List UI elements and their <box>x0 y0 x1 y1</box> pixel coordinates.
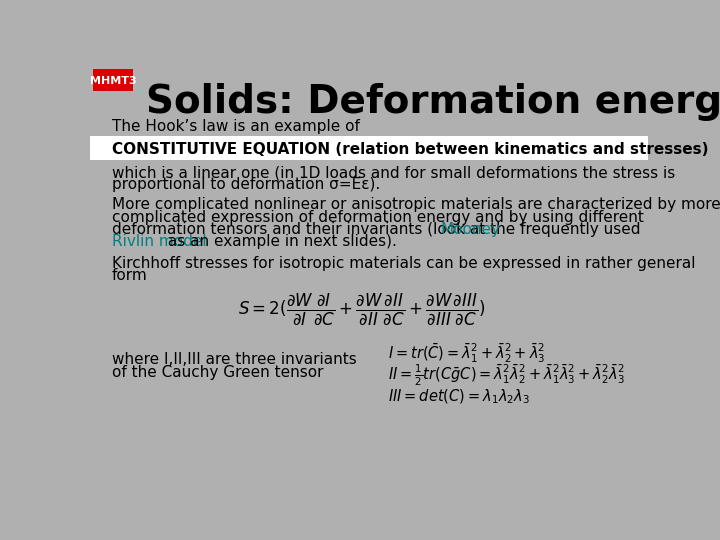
Text: $S = 2(\dfrac{\partial W}{\partial I}\dfrac{\partial I}{\partial C}+\dfrac{\part: $S = 2(\dfrac{\partial W}{\partial I}\df… <box>238 292 485 327</box>
Text: form: form <box>112 268 148 284</box>
Text: MHMT3: MHMT3 <box>90 76 137 86</box>
Text: CONSTITUTIVE EQUATION (relation between kinematics and stresses): CONSTITUTIVE EQUATION (relation between … <box>112 142 708 157</box>
Text: Solids: Deformation energy: Solids: Deformation energy <box>145 83 720 121</box>
Text: proportional to deformation σ=Eε).: proportional to deformation σ=Eε). <box>112 178 380 192</box>
Text: The Hook’s law is an example of: The Hook’s law is an example of <box>112 119 359 134</box>
Text: Mooney: Mooney <box>441 222 500 237</box>
Text: $III = det(C) = \lambda_1\lambda_2\lambda_3$: $III = det(C) = \lambda_1\lambda_2\lambd… <box>388 388 531 406</box>
Text: where I,II,III are three invariants: where I,II,III are three invariants <box>112 352 356 367</box>
Text: complicated expression of deformation energy and by using different: complicated expression of deformation en… <box>112 210 644 225</box>
Text: Kirchhoff stresses for isotropic materials can be expressed in rather general: Kirchhoff stresses for isotropic materia… <box>112 256 696 271</box>
Text: $I = tr(\bar{C}) = \bar{\lambda}_1^2 + \bar{\lambda}_2^2 + \bar{\lambda}_3^2$: $I = tr(\bar{C}) = \bar{\lambda}_1^2 + \… <box>388 342 546 366</box>
FancyBboxPatch shape <box>90 136 648 160</box>
FancyBboxPatch shape <box>93 70 133 91</box>
Text: More complicated nonlinear or anisotropic materials are characterized by more: More complicated nonlinear or anisotropi… <box>112 198 720 212</box>
Text: as an example in next slides).: as an example in next slides). <box>163 234 397 249</box>
Text: Rivlin model: Rivlin model <box>112 234 207 249</box>
Text: $II = \frac{1}{2}tr(C\bar{g}C) = \bar{\lambda}_1^2\bar{\lambda}_2^2 + \bar{\lamb: $II = \frac{1}{2}tr(C\bar{g}C) = \bar{\l… <box>388 362 626 388</box>
Text: deformation tensors and their invariants (look at the frequently used: deformation tensors and their invariants… <box>112 222 645 237</box>
Text: of the Cauchy Green tensor: of the Cauchy Green tensor <box>112 364 323 380</box>
Text: which is a linear one (in 1D loads and for small deformations the stress is: which is a linear one (in 1D loads and f… <box>112 165 675 180</box>
